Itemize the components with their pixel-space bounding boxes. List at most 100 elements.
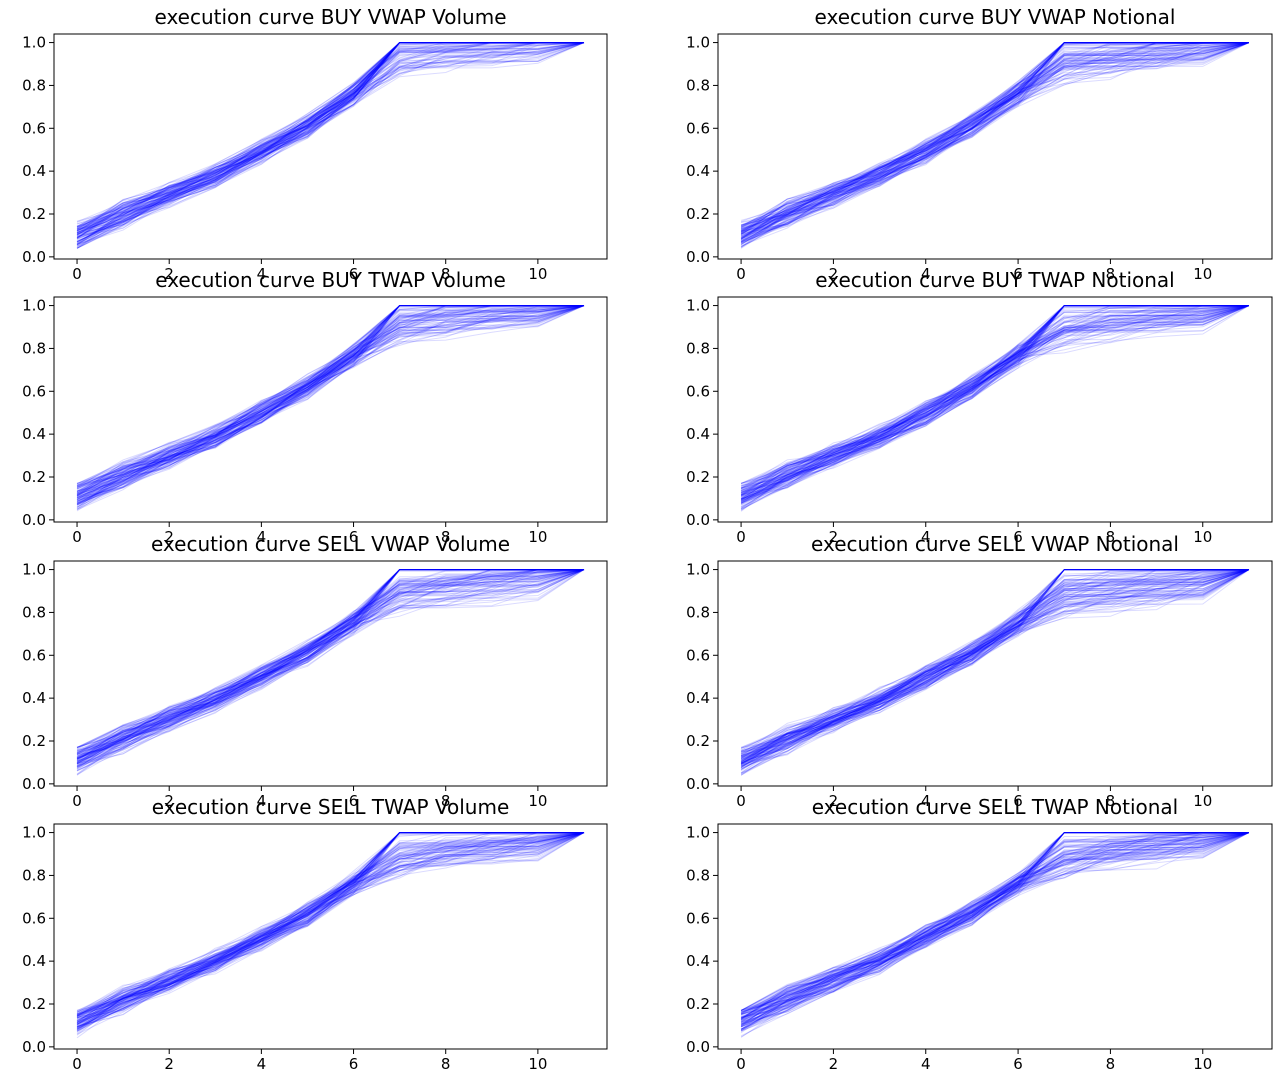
series-line xyxy=(76,569,585,775)
series-line xyxy=(76,832,585,1019)
series-line xyxy=(76,832,585,1014)
series-line xyxy=(740,832,1250,1023)
y-tick-label: 0.0 xyxy=(22,1038,46,1056)
series-line xyxy=(740,305,1249,511)
series-line xyxy=(76,305,585,502)
series-line xyxy=(76,569,585,765)
series-line xyxy=(76,42,585,236)
series-line xyxy=(741,42,1249,232)
series-line xyxy=(740,569,1250,765)
series-line xyxy=(740,42,1250,240)
series-line xyxy=(76,42,584,236)
series-line xyxy=(740,832,1249,1019)
series-line xyxy=(740,569,1250,768)
series-line xyxy=(740,832,1249,1020)
series-line xyxy=(76,569,585,764)
series-line xyxy=(76,832,585,1027)
y-tick-label: 0.0 xyxy=(22,248,46,266)
series-line xyxy=(76,305,584,484)
series-line xyxy=(740,832,1249,1012)
series-line xyxy=(76,832,584,1019)
series-line xyxy=(740,569,1249,765)
series-line xyxy=(76,42,585,234)
series-line xyxy=(740,42,1250,243)
series-line xyxy=(76,832,584,1021)
x-tick-label: 0 xyxy=(736,265,746,283)
y-tick-label: 0.4 xyxy=(686,689,710,707)
series-line xyxy=(740,305,1249,490)
y-tick-label: 0.0 xyxy=(686,775,710,793)
x-tick-label: 2 xyxy=(829,528,839,546)
x-tick-label: 2 xyxy=(829,265,839,283)
series-line xyxy=(740,832,1249,1011)
series-line xyxy=(76,569,584,760)
series-line xyxy=(76,42,584,231)
series-line xyxy=(740,832,1249,1026)
x-tick-label: 10 xyxy=(528,1055,547,1073)
series-line xyxy=(76,42,585,240)
series-line xyxy=(740,42,1250,246)
series-line xyxy=(740,42,1249,238)
y-tick-label: 0.2 xyxy=(22,468,46,486)
series-line xyxy=(76,569,585,771)
series-line xyxy=(740,569,1249,753)
series-line xyxy=(740,832,1249,1012)
series-line xyxy=(740,832,1249,1021)
series-line xyxy=(740,42,1249,245)
series-line xyxy=(76,42,584,232)
series-line xyxy=(76,42,584,232)
series-line xyxy=(76,305,585,492)
series-line xyxy=(76,305,585,510)
series-line xyxy=(76,832,585,1019)
series-line xyxy=(740,832,1249,1011)
series-line xyxy=(740,832,1250,1030)
series-line xyxy=(740,569,1250,758)
series-line xyxy=(76,832,584,1022)
series-line xyxy=(740,832,1249,1019)
series-line xyxy=(76,569,585,752)
series-line xyxy=(740,569,1249,764)
x-tick-label: 4 xyxy=(921,265,931,283)
series-line xyxy=(740,42,1249,240)
series-line xyxy=(76,305,585,495)
series-line xyxy=(740,42,1250,243)
series-line xyxy=(76,569,584,748)
series-line xyxy=(76,305,584,496)
series-line xyxy=(740,305,1249,500)
series-line xyxy=(740,832,1249,1023)
series-line xyxy=(741,832,1250,1019)
series-line xyxy=(76,305,585,509)
series-line xyxy=(76,42,585,235)
series-line xyxy=(740,569,1250,756)
series-line xyxy=(740,832,1250,1031)
series-line xyxy=(740,305,1250,504)
series-line xyxy=(740,305,1249,504)
series-line xyxy=(76,569,585,758)
x-tick-label: 10 xyxy=(528,265,547,283)
series-line xyxy=(76,305,585,495)
series-line xyxy=(740,569,1250,759)
series-line xyxy=(740,569,1250,769)
series-line xyxy=(740,569,1249,767)
series-line xyxy=(76,305,584,504)
series-line xyxy=(76,832,585,1030)
series-line xyxy=(740,305,1249,496)
series-line xyxy=(740,42,1249,235)
series-line xyxy=(76,305,585,498)
x-tick-label: 2 xyxy=(164,528,174,546)
series-line xyxy=(76,305,584,494)
series-line xyxy=(740,305,1249,489)
series-line xyxy=(76,42,585,242)
series-line xyxy=(76,569,585,769)
series-line xyxy=(76,832,584,1023)
series-line xyxy=(740,832,1250,1018)
series-line xyxy=(76,305,585,494)
series-line xyxy=(76,305,584,498)
series-line xyxy=(740,305,1249,489)
series-line xyxy=(740,569,1249,767)
series-line xyxy=(76,569,584,754)
series-line xyxy=(76,569,584,758)
series-line xyxy=(740,42,1249,245)
series-line xyxy=(740,569,1249,760)
series-group xyxy=(76,832,585,1039)
